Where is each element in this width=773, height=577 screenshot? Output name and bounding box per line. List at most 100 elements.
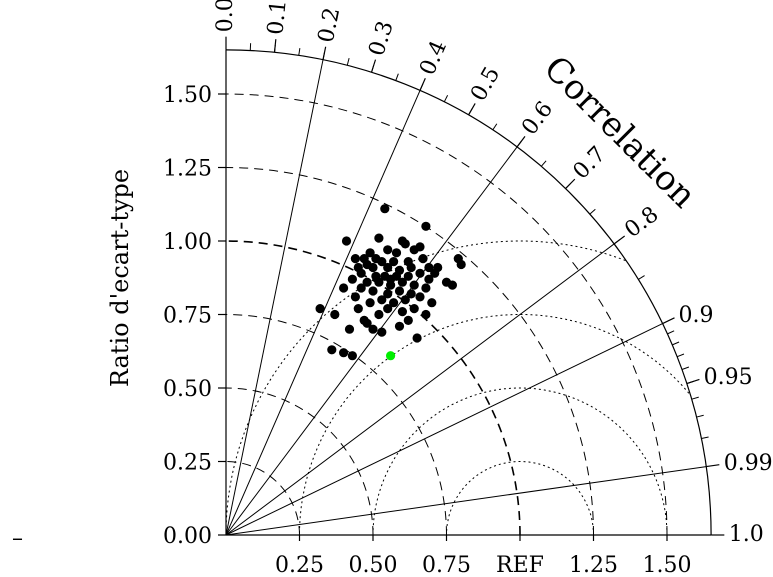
data-point [344,324,355,334]
data-point [327,345,337,355]
correlation-ray-0.4 [225,90,421,536]
data-point [406,262,416,273]
data-point [362,318,372,328]
data-point [394,286,405,296]
correlation-minor-tick [667,330,675,335]
correlation-label: 0.0 [213,0,238,32]
points-layer [315,204,466,361]
correlation-minor-tick [701,436,709,439]
correlation-minor-tick [672,341,680,346]
correlation-label: 0.99 [724,451,773,476]
data-point [374,233,384,243]
left-dash-mark: – [12,526,23,551]
correlation-label: 0.9 [679,303,714,328]
data-point [383,289,393,299]
data-point [347,351,357,361]
correlation-ray-0.2 [225,59,324,536]
std-arc-ref [225,240,521,536]
data-point [412,333,422,343]
data-point [415,268,425,278]
data-point [424,262,434,273]
correlation-label: 1.0 [729,522,764,547]
data-point [350,254,360,264]
y-tick-label: 0.00 [163,524,212,549]
correlation-tick [613,235,626,245]
data-point [377,295,387,305]
data-point [377,327,387,337]
correlation-minor-tick [492,123,498,131]
data-point [365,248,375,258]
correlation-label: 0.3 [364,18,398,59]
y-tick-label: 0.25 [163,451,212,476]
x-tick-label: 0.25 [275,553,324,577]
data-point [380,204,390,214]
data-point [400,295,410,305]
data-point [409,304,419,314]
data-point [339,348,349,358]
correlation-minor-tick [691,396,699,400]
data-point [456,259,466,270]
correlation-minor-tick [589,208,596,215]
data-point [386,274,396,284]
y-axis-label: Ratio d'ecart-type [106,169,134,387]
data-point [397,277,407,287]
correlation-label: 0.1 [263,0,291,36]
data-point [315,304,325,314]
data-point [330,309,340,320]
correlation-minor-tick [681,366,690,370]
rms-arc-0.25 [446,461,594,535]
y-tick-label: 1.25 [163,157,212,182]
correlation-label: 0.7 [569,142,611,184]
data-point [430,268,440,278]
data-point [409,245,419,255]
x-tick-label: 1.25 [569,553,618,577]
correlation-tick [419,78,426,91]
correlation-tick [516,135,526,148]
std-arc-1.25 [225,167,594,536]
data-point [368,324,378,334]
correlation-title: Correlation [536,48,704,216]
data-point [397,307,407,317]
data-point [350,292,360,302]
correlation-tick [706,464,720,468]
data-point [368,286,378,296]
data-point [389,298,399,308]
rms-arc-0.75 [299,314,690,535]
data-point [409,280,419,290]
correlation-tick [468,103,476,116]
data-point [447,280,457,290]
data-point [421,283,431,293]
data-point [339,283,349,293]
data-point [356,268,366,278]
data-point [362,259,372,270]
y-tick-label: 0.50 [163,377,212,402]
correlation-tick [322,46,327,60]
std-arc-0.5 [225,387,374,536]
correlation-tick [686,378,700,385]
data-point [374,277,384,287]
data-point [418,254,428,264]
y-tick-label: 1.50 [163,83,212,108]
correlation-label: 0.8 [620,202,663,243]
x-tick-label: REF [496,553,544,577]
correlation-tick [662,317,675,325]
correlation-minor-tick [346,58,350,66]
correlation-label: 0.4 [415,37,452,79]
data-point [347,274,357,284]
correlation-minor-tick [298,48,301,56]
correlation-ray-0.8 [225,243,615,536]
x-tick-label: 0.50 [349,553,398,577]
correlation-label: 0.6 [517,97,558,140]
highlight-point [386,351,396,361]
correlation-label: 0.5 [466,63,505,106]
correlation-minor-tick [676,353,685,358]
correlation-minor-tick [696,414,704,418]
data-point [374,309,384,320]
data-point [427,298,437,308]
correlation-ray-0.99 [225,466,707,536]
data-point [353,304,363,314]
correlation-minor-tick [638,275,645,280]
correlation-tick [273,39,277,53]
correlation-label: 0.2 [314,6,345,45]
